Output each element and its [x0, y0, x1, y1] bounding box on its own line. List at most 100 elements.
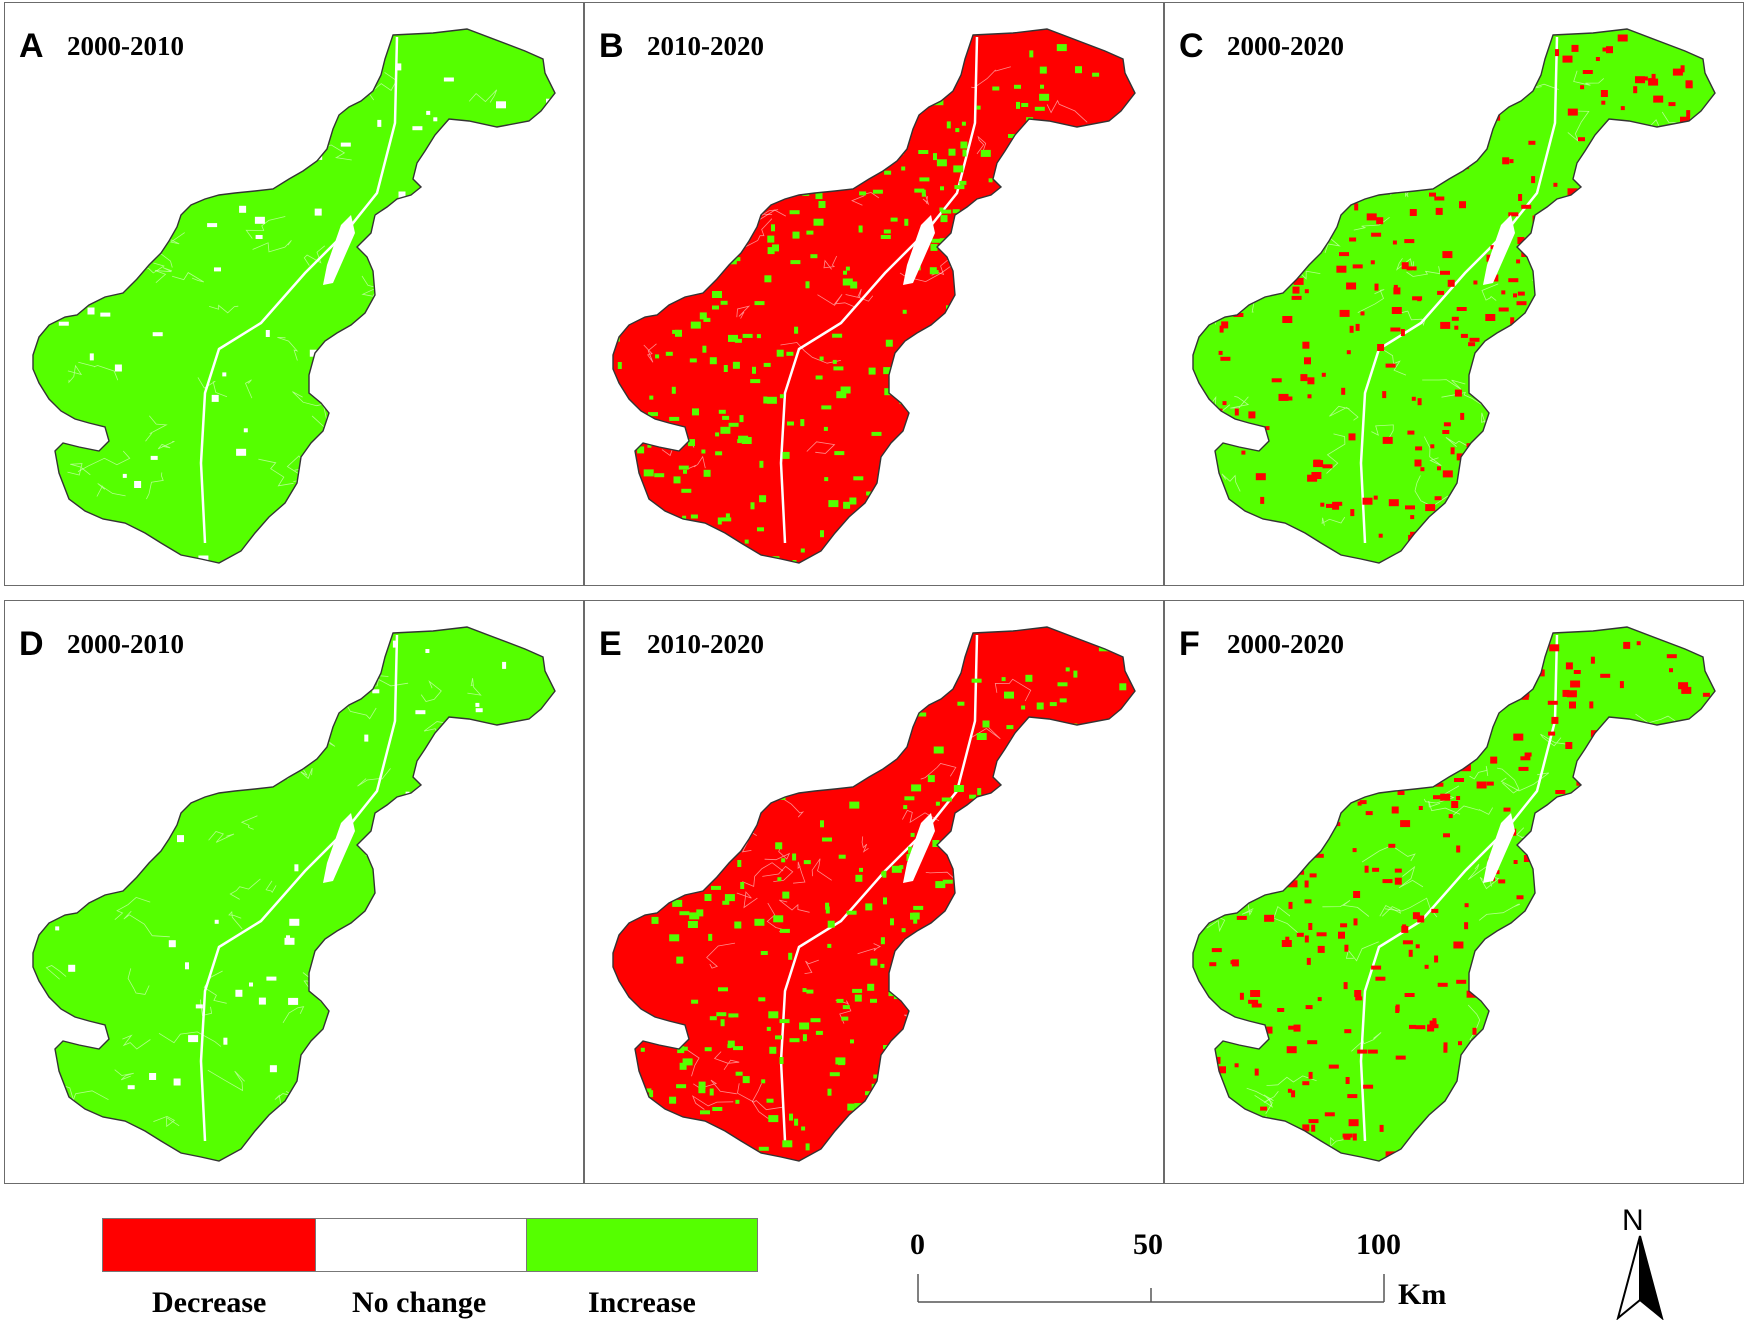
change-cell — [706, 732, 714, 740]
change-cell — [1129, 846, 1135, 854]
change-cell — [1495, 870, 1500, 875]
change-cell — [970, 522, 981, 529]
change-cell — [1611, 241, 1616, 249]
change-cell — [1492, 1059, 1503, 1064]
change-cell — [1575, 885, 1580, 893]
change-cell — [968, 1038, 976, 1043]
change-cell — [1631, 493, 1639, 501]
change-cell — [655, 850, 659, 858]
change-cell — [1313, 459, 1321, 467]
change-cell — [234, 758, 245, 763]
change-cell — [1338, 931, 1345, 939]
change-cell — [704, 1047, 712, 1052]
change-cell — [688, 439, 695, 447]
change-cell — [1115, 270, 1125, 275]
change-cell — [689, 77, 696, 85]
change-cell — [856, 694, 867, 702]
change-cell — [1288, 1025, 1299, 1030]
change-cell — [1698, 230, 1709, 238]
change-cell — [326, 1125, 331, 1130]
change-cell — [1133, 544, 1135, 549]
change-cell — [784, 637, 794, 645]
change-cell — [1077, 271, 1088, 276]
change-cell — [341, 1150, 346, 1155]
change-cell — [1613, 775, 1618, 783]
change-cell — [1472, 1027, 1477, 1035]
change-cell — [1417, 398, 1422, 406]
change-cell — [1585, 510, 1593, 515]
change-cell — [819, 731, 824, 739]
change-cell — [894, 697, 899, 705]
change-cell — [782, 451, 790, 459]
change-cell — [1043, 353, 1048, 358]
change-cell — [1309, 873, 1317, 878]
change-cell — [992, 86, 1000, 91]
change-cell — [873, 70, 878, 78]
change-cell — [1578, 137, 1585, 142]
change-cell — [1463, 1127, 1474, 1135]
change-cell — [752, 366, 756, 374]
change-cell — [1661, 383, 1672, 391]
change-cell — [1676, 851, 1687, 859]
change-cell — [1083, 140, 1094, 148]
change-cell — [803, 166, 808, 174]
change-cell — [1222, 401, 1227, 406]
change-cell — [770, 159, 775, 164]
change-cell — [635, 897, 640, 905]
change-cell — [1607, 185, 1618, 193]
change-cell — [191, 738, 196, 746]
change-cell — [1539, 559, 1544, 563]
change-cell — [957, 701, 965, 706]
change-cell — [1633, 86, 1638, 94]
change-cell — [1402, 940, 1413, 945]
change-cell — [1352, 41, 1357, 49]
change-cell — [1600, 735, 1611, 743]
change-cell — [1670, 162, 1681, 167]
change-cell — [1308, 1119, 1319, 1124]
change-cell — [1464, 1128, 1472, 1136]
change-cell — [1698, 1052, 1709, 1057]
change-cell — [912, 78, 917, 86]
change-cell — [1065, 667, 1070, 672]
change-cell — [892, 725, 902, 733]
change-cell — [682, 1058, 693, 1066]
change-cell — [1518, 926, 1526, 931]
change-cell — [868, 1108, 879, 1113]
change-cell — [1089, 1003, 1099, 1011]
change-cell — [1680, 520, 1688, 528]
change-cell — [1530, 554, 1535, 559]
change-cell — [1684, 125, 1689, 133]
change-cell — [951, 1034, 959, 1042]
change-cell — [1469, 337, 1480, 342]
change-cell — [1528, 140, 1536, 145]
change-cell — [1456, 307, 1467, 311]
change-cell — [825, 902, 830, 910]
change-cell — [1005, 1093, 1016, 1098]
change-cell — [1055, 1140, 1066, 1145]
change-cell — [1068, 1102, 1076, 1110]
change-cell — [1281, 88, 1286, 96]
change-cell — [1453, 941, 1464, 949]
north-arrow-icon — [1616, 1235, 1664, 1320]
change-cell — [1669, 668, 1673, 673]
change-cell — [1660, 378, 1665, 383]
legend-label-increase: Increase — [588, 1286, 696, 1319]
change-cell — [1016, 101, 1020, 109]
change-cell — [899, 865, 904, 870]
change-cell — [832, 107, 837, 115]
change-cell — [1594, 310, 1605, 315]
change-cell — [953, 785, 964, 792]
change-cell — [1713, 1035, 1715, 1043]
change-cell — [1583, 799, 1591, 807]
change-cell — [1581, 946, 1591, 954]
change-cell — [649, 1090, 654, 1098]
change-cell — [967, 265, 975, 273]
change-cell — [992, 821, 997, 826]
change-cell — [842, 704, 850, 709]
change-cell — [739, 415, 744, 423]
change-cell — [908, 653, 913, 661]
change-cell — [913, 905, 924, 910]
change-cell — [515, 406, 523, 414]
change-cell — [935, 801, 940, 806]
change-cell — [1247, 115, 1255, 120]
